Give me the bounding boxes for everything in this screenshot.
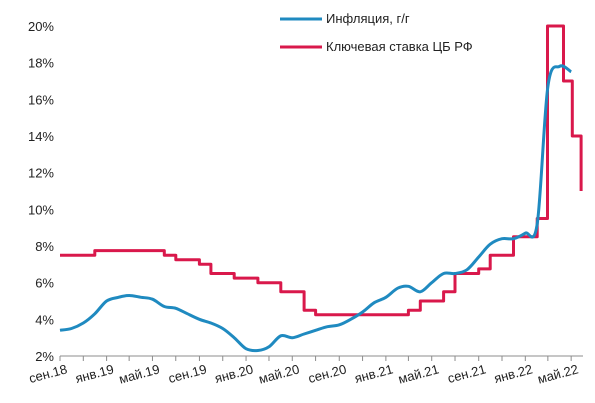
y-tick-label: 12% [28, 166, 54, 181]
legend-label-key-rate: Ключевая ставка ЦБ РФ [326, 39, 473, 54]
x-axis-tick-labels: сен.18 янв.19 май.19 сен.19 янв.20 май.20 сен.… [27, 361, 580, 386]
x-tick-label: сен.20 [307, 361, 349, 386]
series-line-key-rate [60, 24, 583, 317]
y-tick-label: 4% [35, 312, 54, 327]
legend: Инфляция, г/г Ключевая ставка ЦБ РФ [280, 11, 473, 54]
x-tick-label: янв.21 [353, 361, 395, 386]
x-axis-ticks [59, 356, 572, 361]
series-layer [59, 24, 583, 353]
x-tick-label: сен.18 [27, 361, 69, 386]
x-tick-label: янв.22 [492, 361, 534, 386]
x-tick-label: сен.19 [167, 361, 209, 386]
x-tick-label: май.21 [397, 361, 441, 386]
x-tick-label: янв.20 [213, 361, 255, 386]
x-tick-label: май.20 [257, 361, 301, 386]
y-tick-label: 2% [35, 349, 54, 364]
series-line-inflation [59, 64, 573, 353]
y-axis-tick-labels: 2% 4% 6% 8% 10% 12% 14% 16% 18% 20% [28, 19, 54, 364]
y-tick-label: 18% [28, 56, 54, 71]
x-tick-label: янв.19 [74, 361, 116, 386]
y-tick-label: 6% [35, 276, 54, 291]
y-tick-label: 14% [28, 129, 54, 144]
x-tick-label: май.19 [117, 361, 161, 386]
y-tick-label: 8% [35, 239, 54, 254]
y-tick-label: 10% [28, 202, 54, 217]
y-tick-label: 20% [28, 19, 54, 34]
legend-label-inflation: Инфляция, г/г [326, 11, 410, 26]
x-tick-label: май.22 [536, 361, 580, 386]
x-tick-label: сен.21 [446, 361, 488, 386]
y-tick-label: 16% [28, 92, 54, 107]
